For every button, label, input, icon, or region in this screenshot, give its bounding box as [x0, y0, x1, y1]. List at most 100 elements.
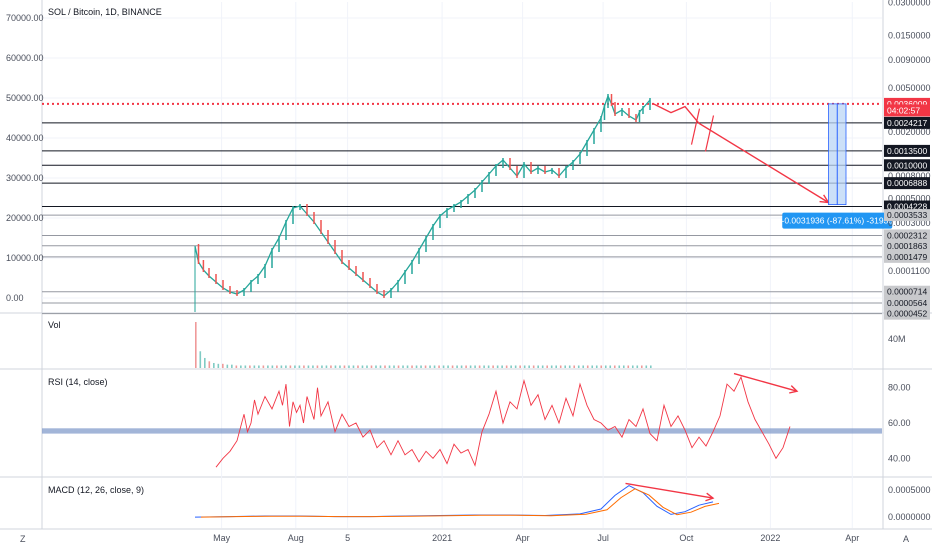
right-axis-tick: 0.0020000: [888, 127, 931, 137]
volume-bar: [199, 351, 202, 368]
volume-bar: [406, 365, 409, 368]
volume-bar: [541, 365, 544, 368]
measure-label-bg: [782, 212, 893, 229]
right-axis-tick: 0.0005000: [888, 193, 931, 203]
volume-bar: [622, 365, 625, 368]
volume-bar: [438, 365, 440, 368]
rsi-tick: 60.00: [888, 418, 911, 428]
volume-bar: [271, 365, 274, 368]
volume-bar: [276, 365, 278, 368]
volume-bar: [222, 363, 224, 368]
rsi-line: [215, 375, 791, 468]
volume-bar: [316, 365, 319, 368]
price-label-box: [884, 177, 930, 190]
volume-bar: [249, 365, 251, 368]
volume-tick: 40M: [888, 334, 906, 344]
volume-bar: [303, 365, 305, 368]
volume-bar: [546, 365, 548, 368]
macd-divergence-arrow: [625, 482, 714, 499]
volume-bar: [240, 365, 242, 368]
price-label-box: [884, 116, 930, 129]
volume-bar: [429, 365, 431, 368]
volume-bar: [312, 365, 314, 368]
volume-bar: [537, 365, 539, 368]
volume-bar: [433, 365, 436, 368]
volume-bar: [460, 365, 463, 368]
price-label-box: [884, 159, 930, 172]
price-label: 0.0003533: [887, 210, 927, 220]
price-label-box: [884, 104, 930, 117]
x-axis-tick: Oct: [679, 533, 694, 543]
volume-bar: [379, 365, 382, 368]
left-axis-tick: 20000.00: [6, 213, 44, 223]
x-axis-tick: Jul: [597, 533, 609, 543]
left-axis-tick: 60000.00: [6, 53, 44, 63]
volume-bar: [631, 365, 634, 368]
volume-bar: [208, 361, 211, 368]
volume-bar: [568, 365, 571, 368]
volume-bar: [447, 365, 449, 368]
price-label: 0.0002312: [887, 230, 927, 240]
price-label: 04:02:57: [887, 105, 920, 115]
x-axis-tick: Aug: [288, 533, 304, 543]
volume-bar: [289, 365, 292, 368]
price-label: 0.0000714: [887, 287, 927, 297]
volume-pane: [195, 322, 652, 368]
right-axis-tick: 0.0150000: [888, 31, 931, 41]
rsi-pane: [42, 372, 882, 468]
volume-bar: [532, 365, 535, 368]
volume-bar: [258, 365, 260, 368]
chart-title: SOL / Bitcoin, 1D, BINANCE: [48, 7, 162, 17]
auto-scale-icon[interactable]: A: [903, 534, 909, 544]
x-axis-tick: Apr: [845, 533, 859, 543]
volume-bar: [231, 364, 233, 368]
volume-bar: [307, 365, 310, 368]
left-axis-tick: 0.00: [6, 293, 24, 303]
volume-bar: [636, 365, 639, 368]
right-axis-tick: 0.0050000: [888, 83, 931, 93]
x-axis-tick: May: [213, 533, 231, 543]
x-axis-tick: 5: [345, 533, 350, 543]
volume-bar: [600, 365, 603, 368]
x-axis-tick: 2022: [760, 533, 780, 543]
volume-bar: [591, 365, 594, 368]
price-label: 0.0006888: [887, 178, 927, 188]
volume-bar: [393, 365, 395, 368]
rsi-divergence-arrow: [733, 372, 798, 392]
volume-bar: [334, 365, 337, 368]
volume-bar: [195, 322, 197, 368]
right-axis-tick: 0.0090000: [888, 55, 931, 65]
x-axis-tick: Apr: [516, 533, 530, 543]
volume-bar: [519, 365, 521, 368]
volume-bar: [505, 365, 508, 368]
price-label: 0.0000452: [887, 309, 927, 319]
volume-bar: [388, 365, 391, 368]
volume-bar: [325, 365, 328, 368]
volume-bar: [366, 365, 368, 368]
zoom-icon-left[interactable]: Z: [20, 534, 26, 544]
volume-bar: [478, 365, 481, 368]
volume-bar: [361, 365, 364, 368]
price-label-box: [884, 209, 930, 222]
volume-bar: [370, 365, 373, 368]
volume-bar: [650, 365, 652, 368]
volume-bar: [564, 365, 567, 368]
volume-bar: [420, 365, 422, 368]
volume-bar: [384, 365, 386, 368]
left-axis-tick: 70000.00: [6, 13, 44, 23]
price-label: 0.0024217: [887, 118, 927, 128]
volume-bar: [555, 365, 557, 368]
volume-bar: [501, 365, 503, 368]
volume-bar: [217, 363, 220, 368]
price-label: 0.0013500: [887, 146, 927, 156]
price-label-box: [884, 307, 930, 320]
volume-bar: [339, 365, 341, 368]
price-line: [194, 94, 651, 297]
volume-bar: [294, 365, 296, 368]
volume-bar: [510, 365, 512, 368]
left-axis-tick: 40000.00: [6, 133, 44, 143]
right-axis-tick: 0.0003000: [888, 218, 931, 228]
price-label-box: [884, 250, 930, 263]
price-label: 0.0036009: [887, 99, 927, 109]
